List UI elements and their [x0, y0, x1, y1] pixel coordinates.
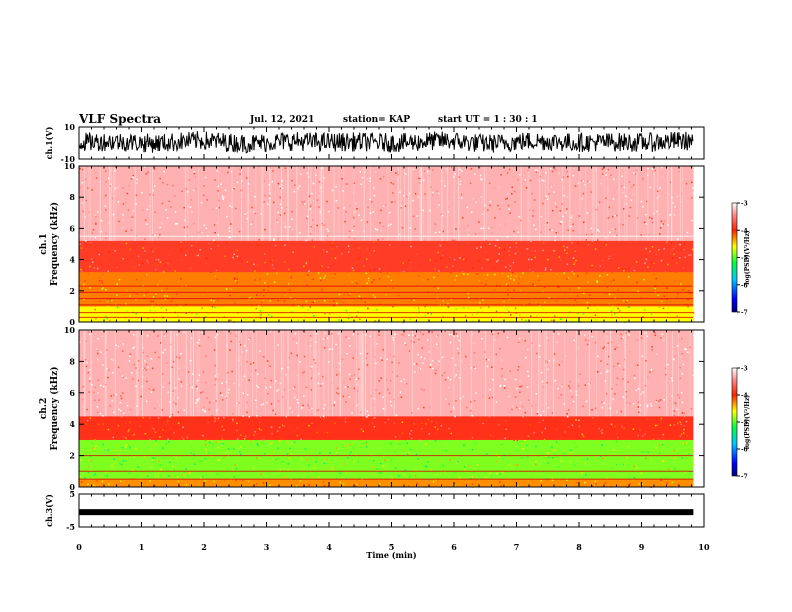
y-tick-label: 6: [69, 223, 75, 233]
ch1-waveform-trace: [78, 131, 694, 154]
ch3-waveform-trace: [79, 509, 694, 516]
y-axis-label-frequency: Frequency (kHz): [49, 202, 60, 286]
colorbar: [731, 202, 738, 313]
colorbar-tick-label: -6: [741, 282, 748, 289]
y-tick-label: 4: [69, 419, 75, 429]
spectrogram-band-3: [79, 330, 694, 417]
spectrogram-band-3: [79, 166, 694, 241]
spectrogram-band-0: [79, 306, 694, 322]
x-tick-label: 2: [201, 542, 207, 552]
colorbar-label: log(PSD)(V²/Hz): [744, 395, 751, 450]
y-axis-label: ch.3(V): [44, 494, 54, 527]
x-tick-label: 3: [264, 542, 270, 552]
spectrogram-1: [79, 166, 695, 324]
x-axis-label: Time (min): [366, 550, 416, 560]
y-tick-label: 0: [69, 482, 75, 492]
colorbar-tick-label: -3: [741, 366, 748, 373]
x-tick-label: 6: [451, 542, 457, 552]
x-tick-label: 8: [576, 542, 582, 552]
spectrogram-2: [79, 330, 695, 488]
chart-title: VLF Spectra: [79, 112, 162, 126]
y-axis-label-channel: ch.1: [39, 233, 49, 254]
y-tick-label: 10: [64, 325, 76, 335]
date-label: Jul. 12, 2021: [250, 115, 315, 125]
colorbar-tick-label: -7: [741, 310, 748, 317]
spectrogram-band-1: [79, 439, 694, 480]
y-tick-label: 8: [69, 356, 75, 366]
y-tick-label: 4: [69, 255, 75, 265]
y-axis-label: ch.1(V): [44, 126, 54, 159]
colorbar: [731, 367, 738, 477]
y-tick-label: 10: [64, 122, 76, 132]
x-tick-label: 7: [514, 542, 520, 552]
y-axis-label-frequency: Frequency (kHz): [49, 366, 60, 450]
x-tick-label: 9: [639, 542, 645, 552]
spectrogram-band-1: [79, 272, 694, 307]
y-tick-label: -5: [66, 522, 75, 532]
colorbar-tick-label: -5: [741, 255, 748, 262]
colorbar-tick-label: -3: [741, 201, 748, 208]
colorbar-label: log(PSD)(V²/Hz): [744, 230, 751, 285]
colorbar-tick-label: -6: [741, 447, 748, 454]
y-axis-label-channel: ch.2: [39, 398, 49, 419]
colorbar-tick-label: -5: [741, 420, 748, 427]
spectrogram-band-2: [79, 240, 694, 273]
y-tick-label: 0: [69, 317, 75, 327]
y-tick-label: -10: [61, 154, 76, 164]
start-time-label: start UT = 1 : 30 : 1: [438, 115, 538, 125]
x-tick-label: 5: [389, 542, 395, 552]
y-tick-label: 8: [69, 192, 75, 202]
station-label: station= KAP: [343, 115, 411, 125]
y-tick-label: 6: [69, 388, 75, 398]
y-tick-label: 5: [69, 489, 75, 499]
x-tick-label: 10: [698, 542, 710, 552]
y-tick-label: 2: [69, 286, 75, 296]
x-tick-label: 1: [139, 542, 145, 552]
x-tick-label: 0: [76, 542, 82, 552]
colorbar-tick-label: -4: [741, 228, 748, 235]
spectrogram-streaks: [83, 330, 691, 417]
y-tick-label: 2: [69, 451, 75, 461]
y-tick-label: 10: [64, 161, 76, 171]
colorbar-tick-label: -4: [741, 393, 748, 400]
spectrogram-streaks: [84, 166, 683, 241]
spectrogram-band-0: [79, 479, 694, 487]
spectrogram-texture: [79, 330, 695, 488]
spectrogram-texture: [79, 166, 695, 324]
colorbar-tick-label: -7: [741, 474, 748, 481]
x-tick-label: 4: [326, 542, 332, 552]
